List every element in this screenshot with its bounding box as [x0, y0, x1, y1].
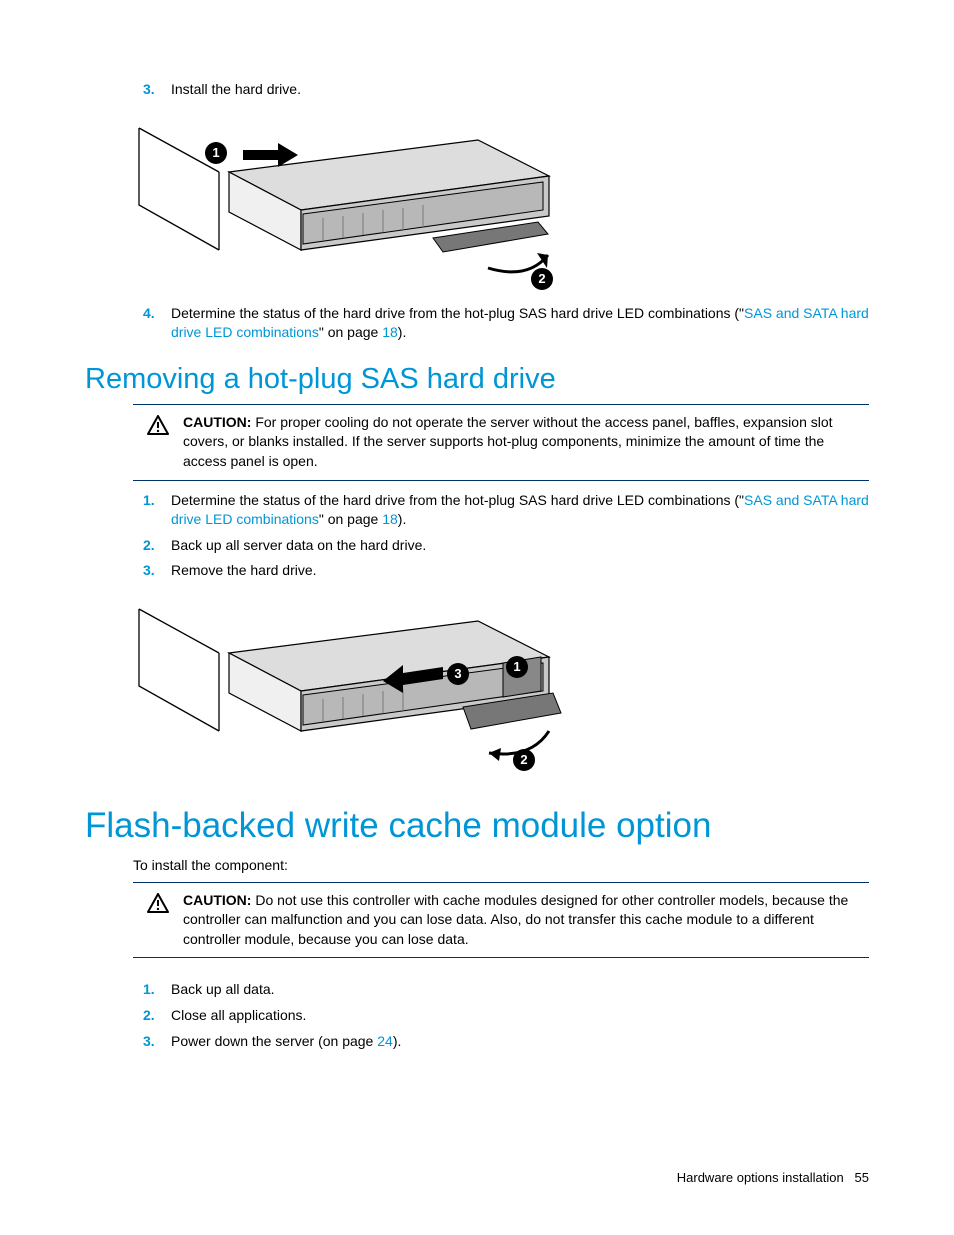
text-run: ). — [398, 511, 407, 527]
step-text: Back up all server data on the hard driv… — [171, 536, 869, 556]
text-run: Determine the status of the hard drive f… — [171, 492, 744, 508]
list-item: 1. Back up all data. — [133, 980, 869, 1000]
step-number: 4. — [133, 304, 171, 343]
footer-section: Hardware options installation — [677, 1170, 844, 1185]
footer-page: 55 — [855, 1170, 869, 1185]
text-run: " on page — [319, 511, 382, 527]
page-ref-link[interactable]: 18 — [382, 511, 398, 527]
step-number: 2. — [133, 536, 171, 556]
page-content: 3. Install the hard drive. — [0, 0, 954, 1097]
step-text: Power down the server (on page 24). — [171, 1032, 869, 1052]
install-steps: 3. Install the hard drive. — [133, 80, 869, 100]
step-text: Close all applications. — [171, 1006, 869, 1026]
drive-svg — [133, 591, 563, 776]
list-item: 3. Install the hard drive. — [133, 80, 869, 100]
text-run: Determine the status of the hard drive f… — [171, 305, 744, 321]
step-number: 3. — [133, 80, 171, 100]
step-number: 2. — [133, 1006, 171, 1026]
caution-block: CAUTION: For proper cooling do not opera… — [133, 404, 869, 481]
caution-block: CAUTION: Do not use this controller with… — [133, 882, 869, 959]
caution-body: For proper cooling do not operate the se… — [183, 414, 833, 469]
step-number: 3. — [133, 561, 171, 581]
page-ref-link[interactable]: 18 — [382, 324, 398, 340]
caution-text: CAUTION: For proper cooling do not opera… — [183, 413, 869, 472]
step-number: 3. — [133, 1032, 171, 1052]
list-item: 3. Remove the hard drive. — [133, 561, 869, 581]
removing-steps: 1. Determine the status of the hard driv… — [133, 491, 869, 581]
list-item: 4. Determine the status of the hard driv… — [133, 304, 869, 343]
page-ref-link[interactable]: 24 — [377, 1033, 393, 1049]
remove-drive-figure: 1 2 3 — [133, 591, 869, 776]
caution-text: CAUTION: Do not use this controller with… — [183, 891, 869, 950]
step-text: Install the hard drive. — [171, 80, 869, 100]
callout-3: 3 — [447, 663, 469, 685]
caution-icon-col — [133, 413, 183, 472]
text-run: ). — [398, 324, 407, 340]
step-text: Determine the status of the hard drive f… — [171, 491, 869, 530]
list-item: 3. Power down the server (on page 24). — [133, 1032, 869, 1052]
flash-steps: 1. Back up all data. 2. Close all applic… — [133, 980, 869, 1051]
caution-label: CAUTION: — [183, 892, 251, 908]
removing-heading: Removing a hot-plug SAS hard drive — [85, 363, 869, 396]
page-footer: Hardware options installation 55 — [677, 1170, 869, 1185]
step-text: Determine the status of the hard drive f… — [171, 304, 869, 343]
list-item: 2. Back up all server data on the hard d… — [133, 536, 869, 556]
install-steps-cont: 4. Determine the status of the hard driv… — [133, 304, 869, 343]
list-item: 1. Determine the status of the hard driv… — [133, 491, 869, 530]
drive-illustration: 1 2 — [133, 110, 553, 290]
callout-2: 2 — [531, 268, 553, 290]
caution-icon — [147, 415, 169, 435]
text-run: Power down the server (on page — [171, 1033, 377, 1049]
text-run: " on page — [319, 324, 382, 340]
install-drive-figure: 1 2 — [133, 110, 869, 290]
flash-heading: Flash-backed write cache module option — [85, 806, 869, 846]
drive-illustration: 1 2 3 — [133, 591, 553, 776]
caution-body: Do not use this controller with cache mo… — [183, 892, 848, 947]
list-item: 2. Close all applications. — [133, 1006, 869, 1026]
step-text: Remove the hard drive. — [171, 561, 869, 581]
callout-2: 2 — [513, 749, 535, 771]
caution-icon — [147, 893, 169, 913]
step-text: Back up all data. — [171, 980, 869, 1000]
callout-1: 1 — [205, 142, 227, 164]
step-number: 1. — [133, 980, 171, 1000]
step-number: 1. — [133, 491, 171, 530]
caution-label: CAUTION: — [183, 414, 251, 430]
callout-1: 1 — [506, 656, 528, 678]
drive-svg — [133, 110, 553, 295]
flash-intro: To install the component: — [133, 856, 869, 876]
text-run: ). — [393, 1033, 402, 1049]
caution-icon-col — [133, 891, 183, 950]
